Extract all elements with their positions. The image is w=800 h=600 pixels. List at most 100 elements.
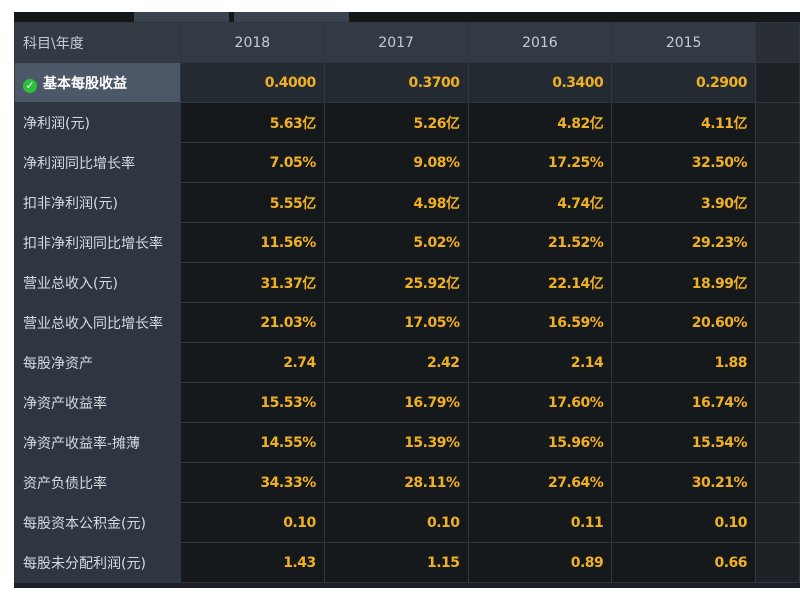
value-cell: 0.3400 (467, 62, 613, 103)
header-year[interactable]: 2015 (611, 22, 757, 63)
row-label-text: 营业总收入(元) (23, 275, 118, 292)
value-cell: 15.96% (467, 422, 613, 463)
table-row[interactable]: 净资产收益率-摊薄 14.55% 15.39% 15.96% 15.54% (14, 422, 800, 463)
value-cell: 0.10 (323, 502, 469, 543)
value-cell: 0.11 (467, 502, 613, 543)
extra-cell (755, 62, 800, 103)
table-row[interactable]: 每股净资产 2.74 2.42 2.14 1.88 (14, 342, 800, 383)
extra-cell (755, 422, 800, 463)
value-cell: 18.99亿 (611, 262, 757, 303)
row-label: 净资产收益率 (14, 382, 181, 423)
row-label-text: 扣非净利润(元) (23, 195, 118, 212)
value-cell: 4.74亿 (467, 182, 613, 223)
row-label-text: 扣非净利润同比增长率 (23, 235, 163, 252)
header-label: 科目\年度 (14, 22, 181, 63)
value-cell: 14.55% (179, 422, 325, 463)
value-cell: 11.56% (179, 222, 325, 263)
table-row[interactable]: 每股资本公积金(元) 0.10 0.10 0.11 0.10 (14, 502, 800, 543)
row-label-text: 净利润(元) (23, 115, 90, 132)
extra-cell (755, 222, 800, 263)
value-cell: 25.92亿 (323, 262, 469, 303)
value-cell: 17.60% (467, 382, 613, 423)
value-cell: 0.4000 (179, 62, 325, 103)
table-row[interactable]: 扣非净利润(元) 5.55亿 4.98亿 4.74亿 3.90亿 (14, 182, 800, 223)
extra-cell (755, 382, 800, 423)
row-label: 每股净资产 (14, 342, 181, 383)
row-label: 每股未分配利润(元) (14, 542, 181, 583)
tab-1[interactable] (134, 12, 229, 22)
value-cell: 21.03% (179, 302, 325, 343)
value-cell: 34.33% (179, 462, 325, 503)
header-year[interactable]: 2016 (467, 22, 613, 63)
table-row[interactable]: 营业总收入(元) 31.37亿 25.92亿 22.14亿 18.99亿 (14, 262, 800, 303)
table-row[interactable]: 扣非净利润同比增长率 11.56% 5.02% 21.52% 29.23% (14, 222, 800, 263)
value-cell: 30.21% (611, 462, 757, 503)
value-cell: 2.42 (323, 342, 469, 383)
value-cell: 4.98亿 (323, 182, 469, 223)
value-cell: 16.74% (611, 382, 757, 423)
row-label-text: 资产负债比率 (23, 475, 107, 492)
tab-2[interactable] (234, 12, 349, 22)
row-label: 营业总收入(元) (14, 262, 181, 303)
table-header-row: 科目\年度 2018 2017 2016 2015 (14, 22, 800, 63)
value-cell: 15.54% (611, 422, 757, 463)
value-cell: 32.50% (611, 142, 757, 183)
header-year[interactable]: 2017 (323, 22, 469, 63)
value-cell: 7.05% (179, 142, 325, 183)
value-cell: 28.11% (323, 462, 469, 503)
value-cell: 1.88 (611, 342, 757, 383)
header-year[interactable]: 2018 (179, 22, 325, 63)
row-label: 每股资本公积金(元) (14, 502, 181, 543)
value-cell: 5.55亿 (179, 182, 325, 223)
table-row[interactable]: 净利润(元) 5.63亿 5.26亿 4.82亿 4.11亿 (14, 102, 800, 143)
value-cell: 2.74 (179, 342, 325, 383)
tab-strip (14, 12, 800, 22)
row-label: ✓ 基本每股收益 (14, 62, 181, 103)
table-row[interactable]: 净利润同比增长率 7.05% 9.08% 17.25% 32.50% (14, 142, 800, 183)
value-cell: 15.53% (179, 382, 325, 423)
value-cell: 16.59% (467, 302, 613, 343)
extra-cell (755, 462, 800, 503)
value-cell: 1.15 (323, 542, 469, 583)
value-cell: 4.11亿 (611, 102, 757, 143)
extra-cell (755, 502, 800, 543)
extra-cell (755, 342, 800, 383)
extra-cell (755, 542, 800, 583)
extra-cell (755, 262, 800, 303)
value-cell: 20.60% (611, 302, 757, 343)
row-label: 扣非净利润(元) (14, 182, 181, 223)
financial-table-panel: 科目\年度 2018 2017 2016 2015 ✓ 基本每股收益 0.4000 0… (14, 12, 800, 588)
table-row[interactable]: 营业总收入同比增长率 21.03% 17.05% 16.59% 20.60% (14, 302, 800, 343)
row-label-text: 每股资本公积金(元) (23, 515, 146, 532)
value-cell: 21.52% (467, 222, 613, 263)
value-cell: 22.14亿 (467, 262, 613, 303)
value-cell: 16.79% (323, 382, 469, 423)
value-cell: 17.05% (323, 302, 469, 343)
row-label: 营业总收入同比增长率 (14, 302, 181, 343)
row-label-text: 净资产收益率 (23, 395, 107, 412)
value-cell: 2.14 (467, 342, 613, 383)
table-row[interactable]: 净资产收益率 15.53% 16.79% 17.60% 16.74% (14, 382, 800, 423)
value-cell: 0.10 (611, 502, 757, 543)
value-cell: 0.66 (611, 542, 757, 583)
row-label-text: 每股未分配利润(元) (23, 555, 146, 572)
row-label-text: 每股净资产 (23, 355, 93, 372)
table-row[interactable]: ✓ 基本每股收益 0.4000 0.3700 0.3400 0.2900 (14, 62, 800, 103)
financial-indicators-table: 科目\年度 2018 2017 2016 2015 ✓ 基本每股收益 0.4000 0… (14, 22, 800, 583)
table-row[interactable]: 每股未分配利润(元) 1.43 1.15 0.89 0.66 (14, 542, 800, 583)
value-cell: 27.64% (467, 462, 613, 503)
value-cell: 5.63亿 (179, 102, 325, 143)
value-cell: 31.37亿 (179, 262, 325, 303)
value-cell: 0.10 (179, 502, 325, 543)
row-label: 净利润(元) (14, 102, 181, 143)
value-cell: 3.90亿 (611, 182, 757, 223)
value-cell: 5.26亿 (323, 102, 469, 143)
row-label: 扣非净利润同比增长率 (14, 222, 181, 263)
value-cell: 29.23% (611, 222, 757, 263)
table-row[interactable]: 资产负债比率 34.33% 28.11% 27.64% 30.21% (14, 462, 800, 503)
row-label-text: 基本每股收益 (43, 75, 127, 92)
value-cell: 1.43 (179, 542, 325, 583)
value-cell: 15.39% (323, 422, 469, 463)
value-cell: 0.2900 (611, 62, 757, 103)
row-label: 资产负债比率 (14, 462, 181, 503)
